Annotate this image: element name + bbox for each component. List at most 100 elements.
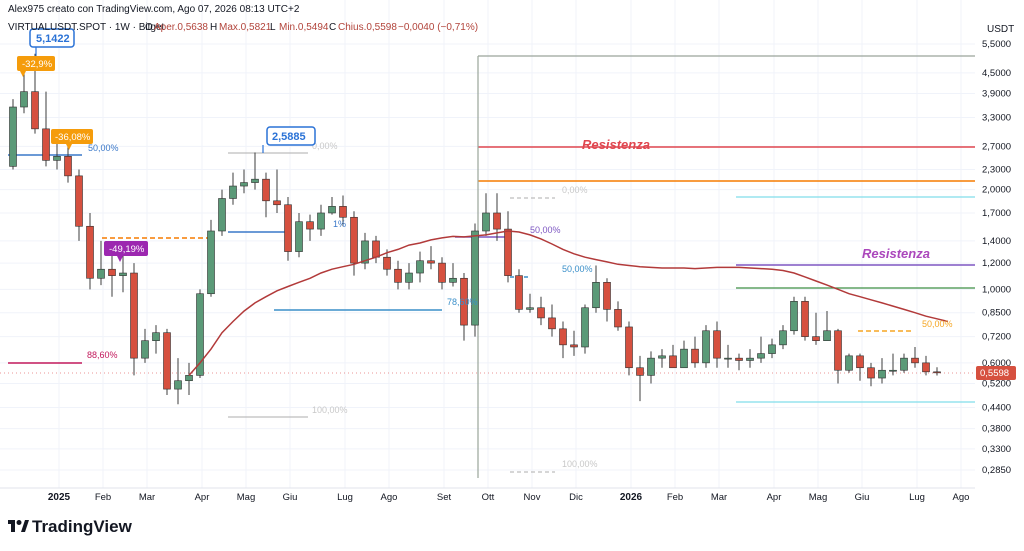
candle-body-down [625, 326, 633, 369]
tradingview-logo[interactable]: TradingView [8, 517, 133, 536]
x-tick-label: Apr [767, 492, 782, 503]
candle[interactable] [438, 257, 446, 290]
candle-body-up [845, 355, 853, 371]
candle[interactable] [449, 263, 457, 287]
candle[interactable] [548, 304, 556, 337]
grid-lines [0, 0, 975, 488]
candle[interactable] [911, 346, 919, 368]
candle[interactable] [779, 325, 787, 350]
callout-low-pct[interactable]: -49,19% [104, 241, 148, 262]
candle[interactable] [746, 349, 754, 368]
candle[interactable] [284, 196, 292, 261]
candle[interactable] [97, 240, 105, 286]
candle[interactable] [559, 321, 567, 359]
candle[interactable] [900, 353, 908, 373]
candle[interactable] [867, 362, 875, 387]
candle[interactable] [482, 193, 490, 236]
candles-group[interactable] [9, 53, 941, 405]
candle[interactable] [141, 328, 149, 363]
candle[interactable] [130, 263, 138, 376]
candle[interactable] [757, 336, 765, 363]
candle[interactable] [570, 330, 578, 356]
candle[interactable] [636, 355, 644, 402]
candle[interactable] [680, 340, 688, 369]
candle[interactable] [339, 195, 347, 227]
candle[interactable] [163, 328, 171, 395]
candle[interactable] [713, 321, 721, 368]
candle[interactable] [306, 214, 314, 241]
candle[interactable] [691, 336, 699, 368]
candle[interactable] [471, 223, 479, 337]
candle[interactable] [427, 246, 435, 270]
candle[interactable] [933, 367, 941, 376]
callout-mid-peak[interactable]: 2,5885 [262, 126, 316, 153]
candle[interactable] [229, 172, 237, 205]
candle[interactable] [42, 91, 50, 167]
candle[interactable] [460, 273, 468, 341]
candle[interactable] [669, 344, 677, 369]
candle[interactable] [614, 301, 622, 331]
candle[interactable] [240, 169, 248, 194]
candle[interactable] [889, 353, 897, 376]
y-tick-label: 0,3300 [982, 444, 1011, 455]
candle[interactable] [328, 196, 336, 215]
candle[interactable] [834, 328, 842, 384]
candle-body-up [207, 230, 215, 295]
candle[interactable] [251, 152, 259, 190]
candle[interactable] [878, 358, 886, 384]
candle[interactable] [405, 263, 413, 290]
price-axis[interactable]: USDT 5,5000 4,5000 3,9000 3,3000 2,7000 2,300… [975, 0, 1024, 490]
callout-peak-price[interactable]: 5,1422 [29, 28, 75, 56]
candle[interactable] [735, 353, 743, 371]
x-tick-label: Lug [909, 492, 925, 503]
candle[interactable] [174, 358, 182, 405]
candle[interactable] [856, 353, 864, 381]
callout-peak-pct[interactable]: -32,9% [17, 56, 55, 77]
candle[interactable] [801, 296, 809, 341]
candle[interactable] [207, 219, 215, 297]
candle-body-down [262, 178, 270, 202]
candle[interactable] [119, 253, 127, 293]
candle[interactable] [845, 353, 853, 373]
candle[interactable] [922, 355, 930, 376]
candle[interactable] [317, 204, 325, 236]
candle[interactable] [504, 211, 512, 283]
candle[interactable] [537, 296, 545, 326]
candle-body-up [53, 156, 61, 161]
candle[interactable] [581, 304, 589, 354]
callout-drop-pct[interactable]: -36,08% [51, 129, 93, 150]
candle[interactable] [9, 99, 17, 170]
candle[interactable] [823, 311, 831, 341]
candle[interactable] [273, 169, 281, 213]
candle[interactable] [86, 212, 94, 290]
candle[interactable] [647, 351, 655, 384]
candle[interactable] [603, 278, 611, 322]
candle-body-down [801, 301, 809, 337]
candle[interactable] [416, 251, 424, 283]
candle[interactable] [592, 265, 600, 313]
candle[interactable] [658, 349, 666, 368]
time-axis[interactable]: 2025 Feb Mar Apr Mag Giu Lug Ago Set Ott Nov Dic 202… [0, 487, 975, 503]
candle[interactable] [152, 325, 160, 354]
candle[interactable] [361, 232, 369, 270]
candle-body-up [328, 206, 336, 214]
candle[interactable] [75, 169, 83, 241]
candle[interactable] [53, 143, 61, 170]
candle[interactable] [295, 212, 303, 258]
candle[interactable] [724, 344, 732, 368]
candle[interactable] [383, 249, 391, 276]
candle[interactable] [812, 312, 820, 345]
candle[interactable] [625, 321, 633, 376]
x-tick-label: Feb [95, 492, 111, 503]
candle[interactable] [262, 172, 270, 218]
candle[interactable] [790, 296, 798, 335]
candle[interactable] [515, 269, 523, 313]
candle[interactable] [108, 249, 116, 297]
candle[interactable] [768, 338, 776, 359]
candle[interactable] [526, 293, 534, 313]
candle[interactable] [218, 189, 226, 236]
candle[interactable] [702, 325, 710, 368]
candle[interactable] [394, 260, 402, 290]
